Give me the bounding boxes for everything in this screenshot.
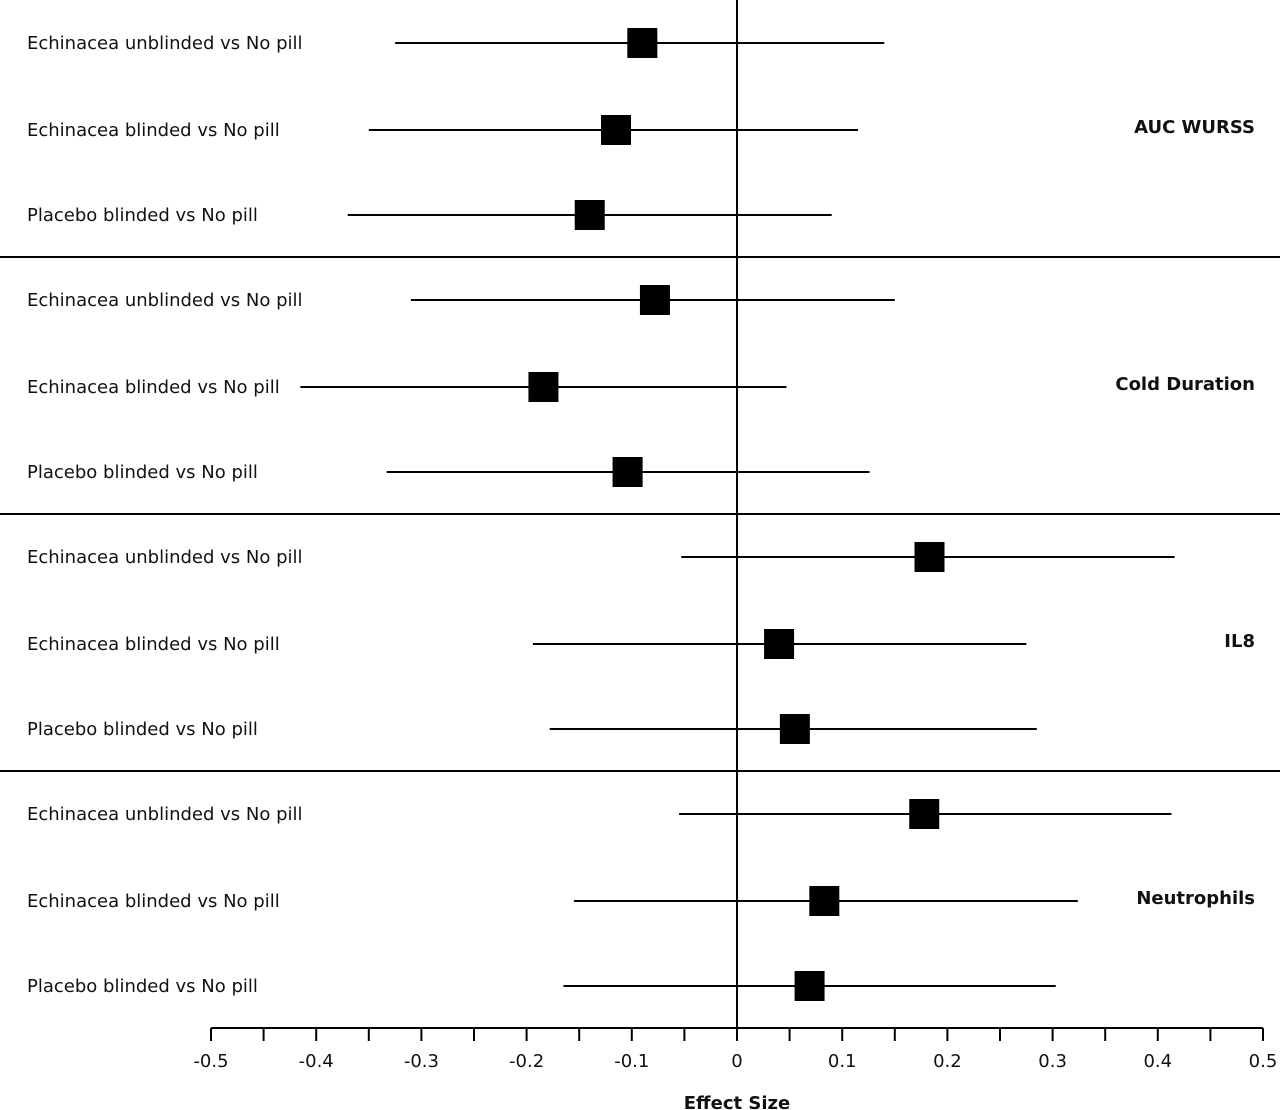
- x-tick-label: -0.2: [509, 1051, 544, 1072]
- row-label: Echinacea blinded vs No pill: [27, 120, 280, 141]
- estimate-marker: [809, 886, 840, 916]
- estimate-marker: [627, 28, 658, 58]
- estimate-marker: [779, 714, 810, 744]
- row-label: Placebo blinded vs No pill: [27, 462, 258, 483]
- group-label: Neutrophils: [1136, 888, 1255, 909]
- estimate-marker: [601, 115, 632, 145]
- x-tick-label: -0.3: [404, 1051, 439, 1072]
- row-label: Placebo blinded vs No pill: [27, 976, 258, 997]
- group-label: Cold Duration: [1115, 374, 1255, 395]
- group-labels: AUC WURSS Cold Duration IL8 Neutrophils: [1115, 117, 1255, 909]
- row-label: Placebo blinded vs No pill: [27, 205, 258, 226]
- estimate-marker: [764, 629, 795, 659]
- estimate-marker: [612, 457, 643, 487]
- estimate-marker: [528, 372, 559, 402]
- x-tick-label: 0.5: [1249, 1051, 1278, 1072]
- row-label: Echinacea unblinded vs No pill: [27, 804, 303, 825]
- x-tick-label: -0.5: [193, 1051, 228, 1072]
- x-tick-label: 0.4: [1143, 1051, 1172, 1072]
- x-tick-label: 0.3: [1038, 1051, 1067, 1072]
- row-label: Echinacea blinded vs No pill: [27, 377, 280, 398]
- estimate-marker: [914, 542, 945, 572]
- row-label: Echinacea blinded vs No pill: [27, 891, 280, 912]
- x-axis: -0.5 -0.4 -0.3 -0.2 -0.1 0 0.1 0.2 0.3 0.4 0.5: [193, 1027, 1278, 1072]
- row-label: Echinacea unblinded vs No pill: [27, 290, 303, 311]
- row-label: Echinacea unblinded vs No pill: [27, 33, 303, 54]
- group-label: AUC WURSS: [1134, 117, 1255, 138]
- estimate-marker: [794, 971, 825, 1001]
- row-label: Echinacea blinded vs No pill: [27, 634, 280, 655]
- estimate-marker: [909, 799, 940, 829]
- estimate-marker: [574, 200, 605, 230]
- row-label: Echinacea unblinded vs No pill: [27, 547, 303, 568]
- x-tick-label: -0.4: [299, 1051, 334, 1072]
- x-tick-label: 0.1: [828, 1051, 857, 1072]
- row-label: Placebo blinded vs No pill: [27, 719, 258, 740]
- x-tick-label: 0.2: [933, 1051, 962, 1072]
- group-label: IL8: [1224, 631, 1255, 652]
- group-separators: [0, 256, 1280, 772]
- x-tick-label: -0.1: [614, 1051, 649, 1072]
- x-axis-title: Effect Size: [684, 1093, 790, 1110]
- estimate-marker: [639, 285, 670, 315]
- x-tick-label: 0: [731, 1051, 742, 1072]
- forest-rows: Echinacea unblinded vs No pill Echinacea …: [27, 28, 1175, 1001]
